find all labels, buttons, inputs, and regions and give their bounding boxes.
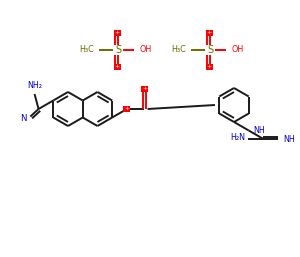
Text: N: N — [20, 114, 26, 123]
Text: H₃C: H₃C — [79, 45, 94, 54]
Text: H₃C: H₃C — [171, 45, 186, 54]
Bar — [206, 64, 212, 70]
Text: OH: OH — [232, 45, 244, 54]
Bar — [113, 30, 121, 36]
Text: +: + — [206, 31, 211, 35]
Text: NH₂: NH₂ — [27, 81, 42, 90]
Text: +: + — [114, 65, 120, 69]
Text: +: + — [114, 31, 120, 35]
Bar — [141, 86, 148, 92]
Text: +: + — [206, 65, 211, 69]
Text: NH: NH — [284, 134, 295, 143]
Bar — [113, 64, 121, 70]
Text: S: S — [207, 45, 213, 55]
Text: S: S — [115, 45, 121, 55]
Text: OH: OH — [140, 45, 152, 54]
Text: +: + — [142, 87, 147, 91]
Bar — [123, 106, 130, 112]
Text: +: + — [124, 106, 130, 112]
Text: NH: NH — [254, 126, 266, 135]
Text: H₂N: H₂N — [230, 133, 245, 142]
Bar — [206, 30, 212, 36]
